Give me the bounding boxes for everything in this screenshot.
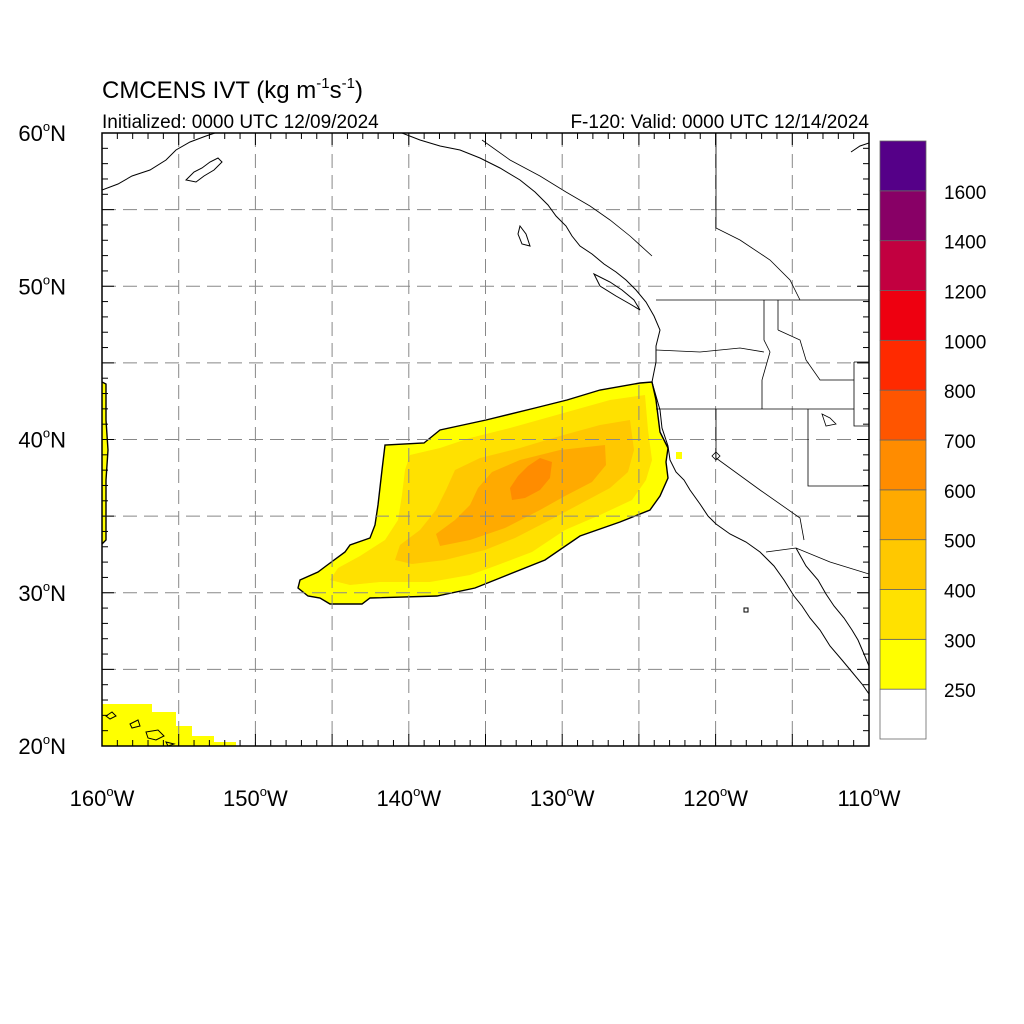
coastline-california xyxy=(651,381,869,695)
lon-tick-label: 120oW xyxy=(683,784,748,811)
colorbar-level-label: 500 xyxy=(944,532,976,553)
coastlines xyxy=(102,133,869,746)
lat-axis-labels: 60oN 50oN 40oN 30oN 20oN xyxy=(18,119,66,759)
lat-tick-label: 60oN xyxy=(18,119,66,146)
colorbar-level-label: 800 xyxy=(944,382,976,403)
coastline-alaska-islands xyxy=(184,157,223,183)
coastline-ne xyxy=(850,142,869,153)
coastline-bc xyxy=(401,133,661,383)
colorbar-swatch xyxy=(879,589,927,640)
border-id-wy xyxy=(853,361,869,427)
coastline-islands-bc xyxy=(517,224,641,311)
lat-lon-grid xyxy=(102,133,869,746)
island-hawaii-3 xyxy=(145,729,165,741)
border-bc-ab xyxy=(715,133,801,301)
colorbar: 250 300 400 500 600 700 800 1000 1200 1400 1600 xyxy=(879,140,986,740)
island-hawaii-2 xyxy=(129,719,141,729)
colorbar-level-label: 300 xyxy=(944,631,976,652)
colorbar-level-label: 600 xyxy=(944,482,976,503)
island-channel xyxy=(743,607,749,613)
colorbar-level-label: 1400 xyxy=(944,233,986,254)
border-id-mt xyxy=(777,329,854,381)
lon-tick-label: 110oW xyxy=(837,784,900,811)
ivt-contour-250 xyxy=(102,381,669,605)
lon-axis-labels: 160oW 150oW 140oW 130oW 120oW 110oW xyxy=(70,784,901,811)
lon-tick-label: 150oW xyxy=(223,784,288,811)
border-us-canada-alaska xyxy=(481,139,653,257)
lat-tick-label: 20oN xyxy=(18,732,66,759)
border-wa-or xyxy=(655,347,765,353)
ivt-region-hawaii xyxy=(102,704,236,746)
colorbar-swatch xyxy=(879,439,927,491)
border-ca-nv xyxy=(715,409,805,541)
colorbar-swatch xyxy=(879,539,927,590)
colorbar-swatch xyxy=(879,389,927,441)
colorbar-swatch xyxy=(879,489,927,541)
lon-tick-label: 130oW xyxy=(530,784,595,811)
colorbar-level-label: 250 xyxy=(944,681,976,702)
colorbar-swatch xyxy=(879,688,927,740)
colorbar-level-label: 1000 xyxy=(944,332,986,353)
colorbar-level-label: 700 xyxy=(944,432,976,453)
valid-time-label: F-120: Valid: 0000 UTC 12/14/2024 xyxy=(570,112,869,133)
border-us-mexico xyxy=(765,547,869,575)
island-hawaii-4 xyxy=(165,741,176,746)
ivt-shading xyxy=(102,382,682,746)
colorbar-swatch xyxy=(879,638,927,690)
border-or-id xyxy=(761,300,771,409)
island-hawaii-1 xyxy=(105,711,117,720)
lake-utah xyxy=(821,413,837,427)
ivt-region-west-edge xyxy=(102,382,108,544)
lat-tick-label: 50oN xyxy=(18,272,66,299)
axis-ticks xyxy=(101,132,870,747)
colorbar-level-label: 400 xyxy=(944,582,976,603)
coastline-alaska-west xyxy=(102,133,216,191)
colorbar-swatch xyxy=(879,140,927,192)
colorbar-level-label: 1600 xyxy=(944,183,986,204)
lat-tick-label: 40oN xyxy=(18,426,66,453)
lat-tick-label: 30oN xyxy=(18,579,66,606)
lake-tahoe xyxy=(711,451,721,461)
colorbar-level-label: 1200 xyxy=(944,283,986,304)
border-nv-ut xyxy=(807,409,869,487)
colorbar-swatch xyxy=(879,290,927,341)
lon-tick-label: 140oW xyxy=(376,784,441,811)
ivt-cell-sf xyxy=(676,452,682,459)
map-title: CMCENS IVT (kg m-1s-1) xyxy=(102,75,363,104)
colorbar-swatch xyxy=(879,339,927,391)
political-borders xyxy=(481,133,869,575)
colorbar-swatch xyxy=(879,190,927,242)
coastline-baja xyxy=(795,547,869,667)
colorbar-swatch xyxy=(879,240,927,291)
lon-tick-label: 160oW xyxy=(70,784,135,811)
init-time-label: Initialized: 0000 UTC 12/09/2024 xyxy=(102,112,379,133)
ivt-region-600 xyxy=(510,458,552,500)
